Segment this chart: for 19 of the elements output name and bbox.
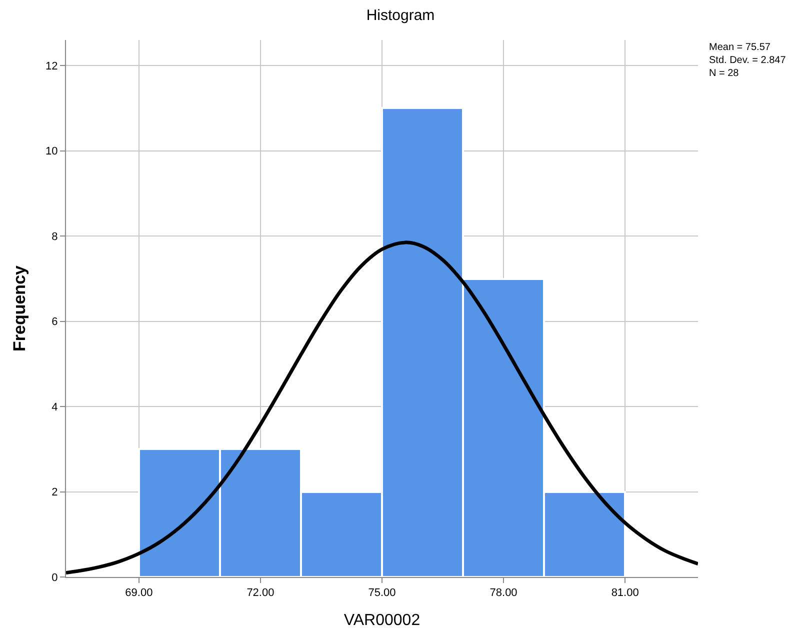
y-tick-label: 4 [52, 401, 58, 414]
x-tick-label: 75.00 [368, 587, 396, 600]
text: Std. Dev. = 2.847 [709, 55, 786, 66]
chart-title: Histogram [366, 7, 435, 24]
y-tick-label: 8 [52, 230, 58, 243]
y-tick-label: 6 [52, 316, 58, 328]
x-tick-label: 72.00 [246, 587, 274, 600]
x-tick-label: 81.00 [611, 587, 639, 600]
y-axis-title: Frequency [10, 264, 30, 352]
x-axis-title: VAR00002 [344, 612, 420, 629]
x-tick-label: 78.00 [490, 587, 518, 600]
y-tick-label: 10 [46, 146, 58, 158]
text: N = 28 [709, 68, 740, 79]
x-tick-label: 69.00 [125, 587, 153, 600]
text: Mean = 75.57 [709, 42, 771, 53]
y-tick-label: 0 [52, 572, 58, 584]
line-series [66, 240, 698, 574]
y-tick-label: 12 [46, 60, 58, 72]
y-tick-label: 2 [52, 486, 58, 499]
